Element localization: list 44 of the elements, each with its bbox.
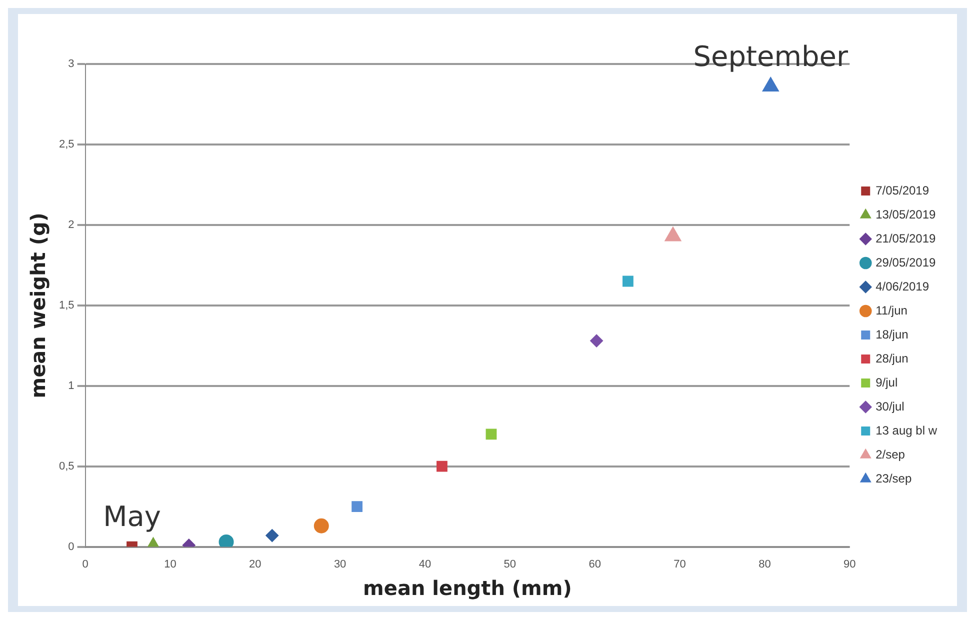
legend-label: 21/05/2019 xyxy=(876,231,936,246)
legend-label: 18/jun xyxy=(876,327,908,342)
y-tick-label: 1 xyxy=(68,380,74,392)
x-tick-label: 50 xyxy=(504,558,516,570)
y-tick-label: 0 xyxy=(68,540,74,553)
x-tick-label: 10 xyxy=(164,558,176,570)
x-tick-label: 30 xyxy=(334,558,346,570)
x-tick-label: 90 xyxy=(844,558,856,570)
x-tick-label: 60 xyxy=(588,558,601,570)
x-axis-title: mean length (mm) xyxy=(363,576,572,600)
legend-label: 4/06/2019 xyxy=(876,279,930,294)
legend-label: 7/05/2019 xyxy=(876,183,930,198)
legend-label: 23/sep xyxy=(876,471,912,486)
point xyxy=(486,428,497,440)
legend-label: 29/05/2019 xyxy=(876,255,936,270)
point xyxy=(622,276,634,287)
point xyxy=(590,334,604,348)
legend-label: 9/jul xyxy=(876,375,898,390)
x-tick-label: 80 xyxy=(758,558,771,570)
legend-label: 13/05/2019 xyxy=(876,207,936,222)
y-tick-label: 1,5 xyxy=(58,299,74,312)
point xyxy=(352,501,363,512)
legend-label: 2/sep xyxy=(876,447,906,462)
annotation: May xyxy=(103,500,161,534)
point xyxy=(436,460,448,472)
y-tick-label: 2 xyxy=(68,218,74,231)
x-tick-label: 20 xyxy=(249,558,262,570)
x-tick-label: 70 xyxy=(674,558,686,570)
y-tick-label: 3 xyxy=(68,58,74,70)
legend-label: 30/jul xyxy=(876,399,904,414)
legend-label: 11/jun xyxy=(876,303,908,318)
x-tick-label: 40 xyxy=(418,558,432,570)
legend-label: 13 aug bl w xyxy=(876,423,938,438)
y-tick-label: 0,5 xyxy=(58,460,74,472)
point xyxy=(218,534,234,547)
point xyxy=(266,529,279,542)
y-axis-title: mean weight (g) xyxy=(26,212,50,398)
annotation: September xyxy=(693,40,849,73)
point xyxy=(664,226,682,242)
x-tick-label: 0 xyxy=(82,558,88,570)
y-tick-label: 2,5 xyxy=(58,138,74,150)
point xyxy=(762,77,779,92)
legend-label: 28/jun xyxy=(876,351,908,366)
point xyxy=(314,518,329,534)
